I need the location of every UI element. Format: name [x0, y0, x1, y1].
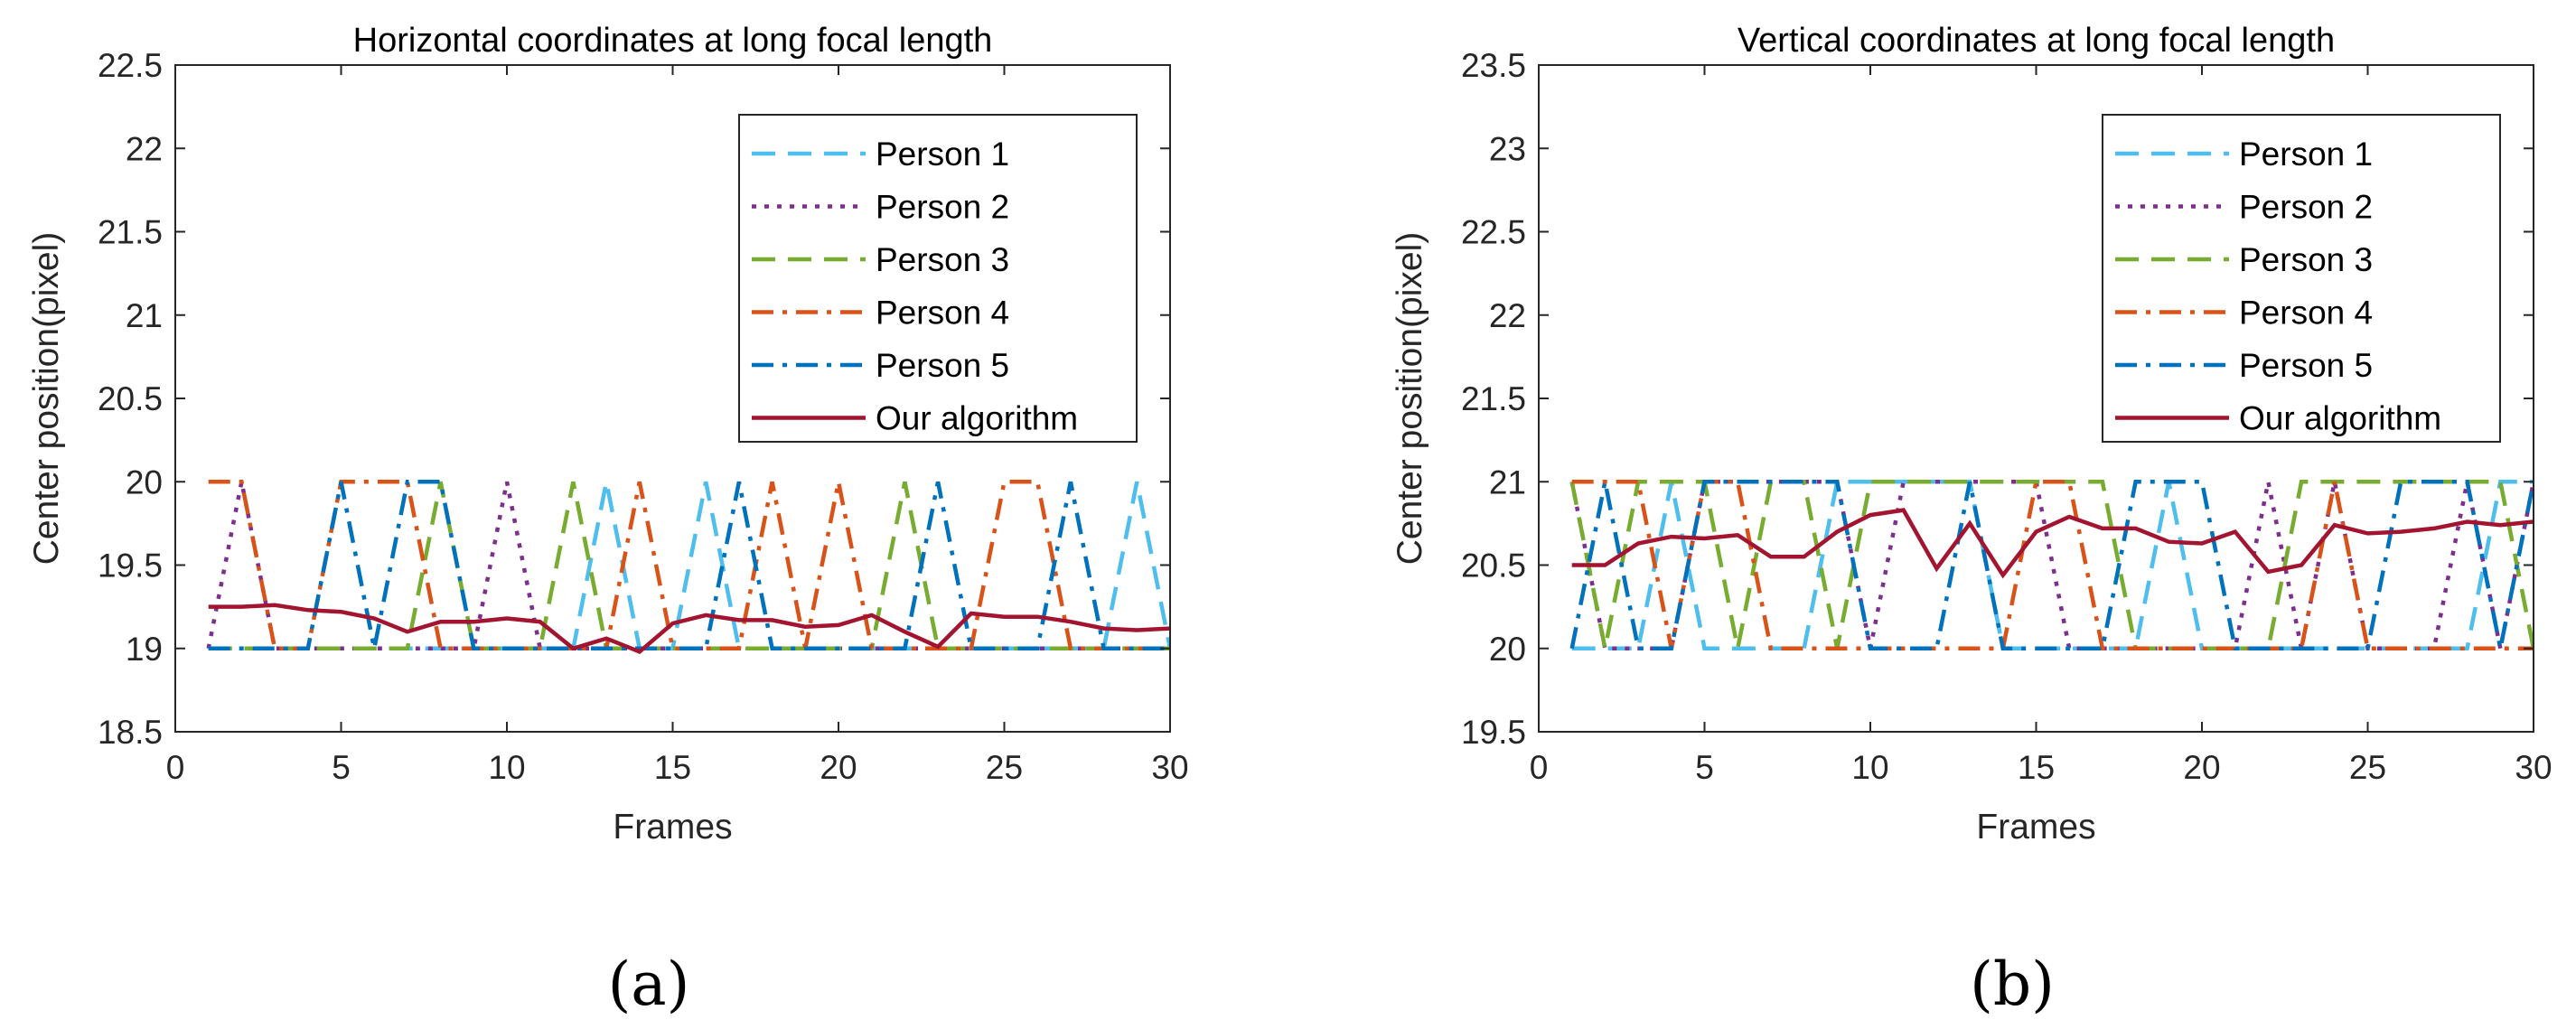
y-tick-label: 23.5: [1461, 47, 1526, 84]
y-axis-label: Center position(pixel): [1391, 232, 1429, 566]
chart-panel-b: 0 5 10 15 20 25 30 19.5 20 20.5 21 21.5 22 22.5 23 23.5…: [1391, 22, 2553, 847]
legend-label: Person 4: [876, 295, 1009, 332]
legend-label: Person 5: [2239, 347, 2373, 384]
y-tick-label: 21: [1489, 463, 1526, 500]
chart-panel-a: 0 5 10 15 20 25 30 18.5 19 19.5 20 20.5 21 21.5 22 22.5…: [27, 22, 1189, 847]
x-tick-label: 25: [2349, 749, 2386, 786]
legend: Person 1 Person 2 Person 3 Person 4 Person 5…: [738, 114, 1138, 443]
y-tick-label: 20.5: [98, 380, 163, 417]
chart-title: Horizontal coordinates at long focal len…: [353, 22, 993, 60]
legend-label: Person 1: [2239, 136, 2373, 173]
x-tick-label: 0: [1530, 749, 1549, 786]
y-axis-label: Center position(pixel): [27, 232, 66, 566]
series-line-our-algorithm: [208, 603, 1170, 654]
x-tick-label: 0: [166, 749, 185, 786]
caption-b: (b): [1970, 949, 2055, 1019]
series-line-person-2: [1569, 480, 2534, 651]
y-tick-label: 22: [126, 130, 163, 167]
y-tick-label: 21: [126, 297, 163, 334]
series-line-person-5: [1569, 480, 2534, 651]
y-tick-label: 19.5: [98, 547, 163, 585]
y-tick-label: 19: [126, 631, 163, 668]
y-tick-label: 23: [1489, 130, 1526, 167]
y-tick-label: 19.5: [1461, 714, 1526, 751]
x-axis-label: Frames: [613, 808, 732, 847]
y-tick-label: 18.5: [98, 714, 163, 751]
legend-box: [2102, 114, 2501, 443]
x-tick-label: 30: [1151, 749, 1188, 786]
chart-title: Vertical coordinates at long focal lengt…: [1738, 22, 2335, 60]
legend-label: Person 3: [2239, 241, 2373, 278]
legend-label: Person 3: [876, 241, 1009, 278]
series-line-person-5: [208, 480, 1170, 651]
x-tick-label: 10: [1851, 749, 1888, 786]
x-tick-label: 25: [986, 749, 1023, 786]
y-tick-label: 20: [126, 463, 163, 500]
legend: Person 1 Person 2 Person 3 Person 4 Person 5…: [2102, 114, 2501, 443]
x-tick-label: 30: [2515, 749, 2552, 786]
x-tick-label: 5: [332, 749, 351, 786]
y-tick-label: 20: [1489, 631, 1526, 668]
y-tick-label: 22.5: [98, 47, 163, 84]
legend-label: Person 2: [2239, 189, 2373, 226]
series-line-person-4: [1571, 480, 2534, 651]
legend-label: Our algorithm: [876, 400, 1078, 437]
x-tick-label: 20: [820, 749, 857, 786]
legend-label: Person 4: [2239, 295, 2373, 332]
series-line-our-algorithm: [1571, 508, 2534, 579]
y-tick-label: 21.5: [1461, 380, 1526, 417]
legend-label: Person 2: [876, 189, 1009, 226]
x-tick-label: 5: [1695, 749, 1714, 786]
legend-box: [738, 114, 1138, 443]
x-tick-label: 15: [654, 749, 691, 786]
x-tick-label: 15: [2018, 749, 2055, 786]
x-tick-label: 20: [2183, 749, 2220, 786]
y-tick-label: 22.5: [1461, 214, 1526, 251]
x-tick-label: 10: [488, 749, 525, 786]
y-tick-label: 20.5: [1461, 547, 1526, 585]
y-tick-label: 22: [1489, 297, 1526, 334]
y-tick-label: 21.5: [98, 214, 163, 251]
caption-a: (a): [608, 949, 690, 1019]
x-axis-label: Frames: [1976, 808, 2095, 847]
legend-label: Our algorithm: [2239, 400, 2441, 437]
legend-label: Person 1: [876, 136, 1009, 173]
legend-label: Person 5: [876, 347, 1009, 384]
